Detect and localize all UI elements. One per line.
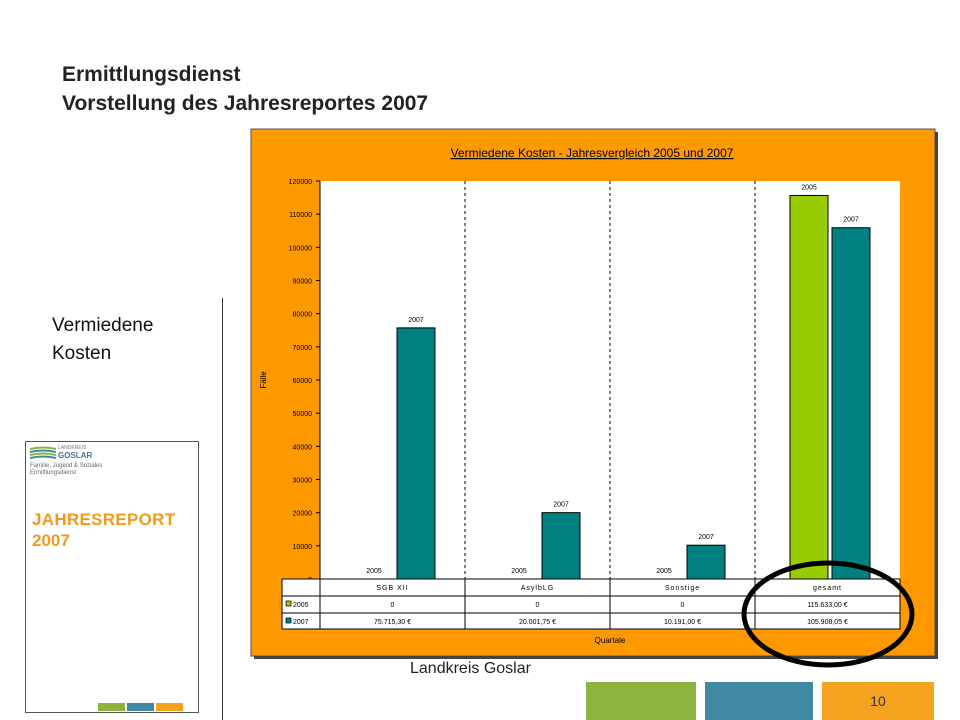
bar-data-label: 2007	[843, 217, 859, 224]
side-label-line-2: Kosten	[52, 343, 112, 364]
legend-label: 2007	[293, 619, 309, 626]
data-table	[281, 578, 901, 630]
report-bar-orange	[156, 703, 183, 711]
report-title-line-1: JAHRESREPORT	[32, 510, 176, 529]
table-cell: 0	[536, 602, 540, 609]
bar-data-label: 2007	[553, 502, 569, 509]
bar-data-label: 2005	[801, 184, 817, 191]
legend-key-2005	[285, 600, 292, 607]
y-tick-label: 110000	[289, 212, 312, 219]
title-line-2: Vorstellung des Jahresreportes 2007	[62, 92, 429, 115]
page-number: 10	[870, 693, 886, 709]
x-tick-label: SGB XII	[376, 585, 408, 592]
footer-block-green	[586, 682, 696, 720]
bar-data-label: 2005	[656, 568, 672, 575]
bar-2007-gesamt	[831, 227, 871, 580]
y-tick-label: 10000	[293, 544, 313, 551]
bar-2007-sonstige	[686, 544, 726, 580]
bar-2007-sgb-xii	[396, 327, 436, 580]
table-cell: 0	[681, 602, 685, 609]
table-cell: 10.191,00 €	[664, 619, 701, 626]
y-tick-label: 120000	[289, 179, 312, 186]
table-cell: 105.908,05 €	[807, 619, 848, 626]
report-title-line-2: 2007	[32, 531, 70, 550]
landkreis-logo-icon	[30, 446, 56, 459]
slide-title: Ermittlungsdienst Vorstellung des Jahres…	[62, 60, 428, 118]
x-tick-label: gesamt	[813, 585, 842, 592]
logo-subtitle-2: Ermittlungsdienst	[30, 470, 77, 476]
y-tick-label: 90000	[293, 279, 313, 286]
chart-title: Vermiedene Kosten - Jahresvergleich 2005…	[451, 146, 734, 160]
bar-data-label: 2005	[511, 568, 527, 575]
y-tick-label: 20000	[293, 511, 313, 518]
chart-shadow-right	[935, 132, 938, 659]
report-color-bars	[98, 698, 185, 716]
side-label: Vermiedene Kosten	[52, 312, 153, 368]
y-tick-label: 30000	[293, 478, 313, 485]
bar-data-label: 2007	[698, 534, 714, 541]
footer-block-orange: 10	[822, 682, 934, 720]
highlight-circle	[741, 560, 915, 668]
footer-block-blue	[705, 682, 813, 720]
legend-key-2007	[285, 617, 292, 624]
legend-label: 2005	[293, 602, 309, 609]
divider-line	[222, 298, 223, 720]
chart-shadow-bottom	[254, 656, 938, 659]
bar-data-label: 2005	[366, 568, 382, 575]
bar-2005-gesamt	[789, 194, 829, 580]
logo-top-text: LANDKREIS	[58, 445, 87, 451]
x-tick-label: Sonstige	[665, 585, 700, 592]
y-tick-label: 70000	[293, 345, 313, 352]
y-tick-label: 100000	[289, 245, 312, 252]
y-tick-label: 50000	[293, 411, 313, 418]
y-axis-label: Fälle	[259, 371, 268, 389]
y-tick-label: 80000	[293, 312, 313, 319]
x-axis-label: Quartale	[595, 636, 626, 645]
footer-text: Landkreis Goslar	[410, 660, 531, 677]
table-cell: 75.715,30 €	[374, 619, 411, 626]
report-cover-image: LANDKREIS GOSLAR Familie, Jugend & Sozia…	[25, 441, 199, 713]
table-cell: 20.001,75 €	[519, 619, 556, 626]
x-tick-label: AsylbLG	[521, 585, 554, 592]
table-cell: 0	[391, 602, 395, 609]
side-label-line-1: Vermiedene	[52, 315, 154, 336]
report-bar-blue	[127, 703, 154, 711]
y-tick-label: 60000	[293, 378, 313, 385]
table-cell: 115.633,00 €	[807, 602, 847, 609]
logo-subtitle-1: Familie, Jugend & Soziales	[30, 463, 103, 469]
bar-2007-asylblg	[541, 512, 581, 580]
bar-data-label: 2007	[408, 317, 424, 324]
report-bar-green	[98, 703, 125, 711]
logo-name-text: GOSLAR	[58, 451, 93, 460]
title-line-1: Ermittlungsdienst	[62, 63, 241, 86]
y-tick-label: 40000	[293, 444, 313, 451]
